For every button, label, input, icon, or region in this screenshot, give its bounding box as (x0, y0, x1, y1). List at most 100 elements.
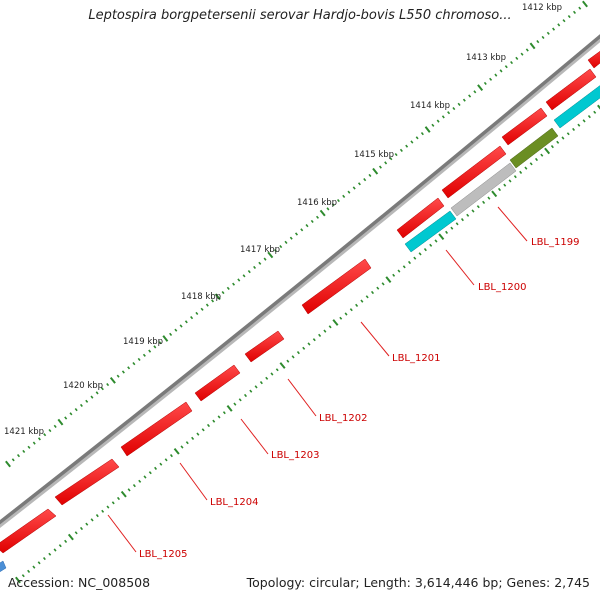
tick-mark (567, 14, 571, 19)
ruler-label: 1414 kbp (410, 101, 450, 111)
tick-mark (273, 249, 278, 253)
gene-feature[interactable] (244, 330, 285, 363)
gene-label[interactable]: LBL_1204 (210, 497, 258, 508)
gene-feature[interactable] (587, 44, 600, 69)
tick-mark (270, 372, 274, 376)
tick-mark (557, 23, 561, 27)
tick-mark (237, 278, 241, 282)
tick-mark (499, 69, 503, 73)
tick-mark (180, 445, 184, 449)
tick-mark (206, 423, 211, 428)
leader-line (179, 462, 208, 501)
tick-mark (357, 182, 361, 186)
tick-mark (247, 269, 251, 274)
gene-feature[interactable] (450, 162, 517, 217)
gene-feature[interactable] (501, 107, 548, 146)
tick-mark (214, 293, 221, 301)
tick-mark (253, 265, 257, 270)
gene-label[interactable]: LBL_1205 (139, 549, 187, 560)
tick-mark (468, 94, 472, 98)
gene-feature[interactable] (441, 145, 507, 199)
tick-mark (302, 346, 306, 350)
gene-feature[interactable] (0, 508, 57, 554)
tick-mark (529, 42, 536, 50)
tick-mark (372, 167, 379, 175)
gene-feature[interactable] (404, 210, 457, 253)
tick-mark (58, 544, 62, 548)
gene-feature[interactable] (545, 68, 597, 111)
tick-mark (572, 10, 577, 15)
tick-mark (508, 179, 512, 183)
tick-mark (169, 454, 173, 458)
tick-mark (438, 233, 445, 241)
gene-label[interactable]: LBL_1203 (271, 450, 319, 461)
tick-mark (211, 299, 215, 303)
ruler-label: 1417 kbp (240, 245, 280, 255)
tick-mark (410, 140, 414, 144)
tick-mark (305, 223, 309, 228)
gene-feature[interactable] (301, 258, 372, 315)
tick-mark (138, 479, 142, 483)
tick-mark (85, 399, 89, 403)
tick-mark (355, 303, 359, 308)
gene-feature[interactable] (194, 364, 241, 402)
tick-mark (562, 19, 566, 23)
gene-feature[interactable] (396, 197, 445, 239)
tick-mark (503, 183, 507, 187)
tick-mark (67, 533, 74, 541)
gene-label[interactable]: LBL_1200 (478, 282, 526, 293)
tick-mark (191, 436, 195, 441)
tick-mark (196, 432, 200, 436)
tick-mark (420, 131, 424, 136)
tick-mark (307, 342, 311, 346)
tick-mark (95, 514, 99, 518)
gene-feature[interactable] (120, 401, 193, 457)
tick-mark (109, 376, 116, 384)
tick-mark (332, 319, 339, 326)
gene-label[interactable]: LBL_1199 (531, 237, 579, 248)
tick-mark (457, 102, 461, 107)
label-leader-lines (107, 206, 528, 553)
tick-mark (132, 361, 136, 366)
tick-mark (232, 282, 236, 286)
tick-mark (132, 483, 136, 488)
tick-mark (258, 261, 262, 265)
tick-mark (540, 153, 544, 157)
tick-mark (455, 222, 459, 226)
tick-mark (534, 157, 539, 162)
tick-mark (349, 308, 353, 312)
tick-mark (190, 315, 194, 320)
tick-mark (529, 162, 533, 166)
gene-feature[interactable] (54, 458, 120, 506)
gene-feature[interactable] (0, 560, 7, 573)
tick-mark (249, 389, 253, 393)
tick-mark (347, 190, 351, 194)
tick-mark (79, 403, 83, 408)
tick-mark (476, 205, 480, 209)
gene-feature[interactable] (509, 127, 559, 169)
tick-mark (424, 126, 431, 133)
gene-feature[interactable] (553, 84, 600, 129)
tick-mark (90, 518, 94, 522)
tick-mark (515, 56, 519, 61)
gene-label[interactable]: LBL_1202 (319, 413, 367, 424)
tick-mark (254, 385, 258, 389)
tick-mark (286, 359, 290, 363)
summary-text: Topology: circular; Length: 3,614,446 bp… (246, 575, 590, 590)
tick-mark (294, 232, 299, 236)
tick-mark (53, 548, 57, 552)
tick-mark (310, 219, 314, 224)
gene-label[interactable]: LBL_1201 (392, 353, 440, 364)
tick-mark (279, 244, 283, 249)
tick-mark (37, 437, 41, 441)
tick-mark (352, 186, 356, 190)
tick-mark (566, 132, 570, 136)
tick-mark (423, 247, 427, 252)
tick-mark (233, 402, 237, 406)
ruler-label: 1412 kbp (522, 3, 562, 13)
tick-mark (164, 458, 168, 462)
tick-mark (487, 196, 491, 200)
tick-mark (226, 404, 233, 412)
tick-mark (291, 355, 295, 359)
